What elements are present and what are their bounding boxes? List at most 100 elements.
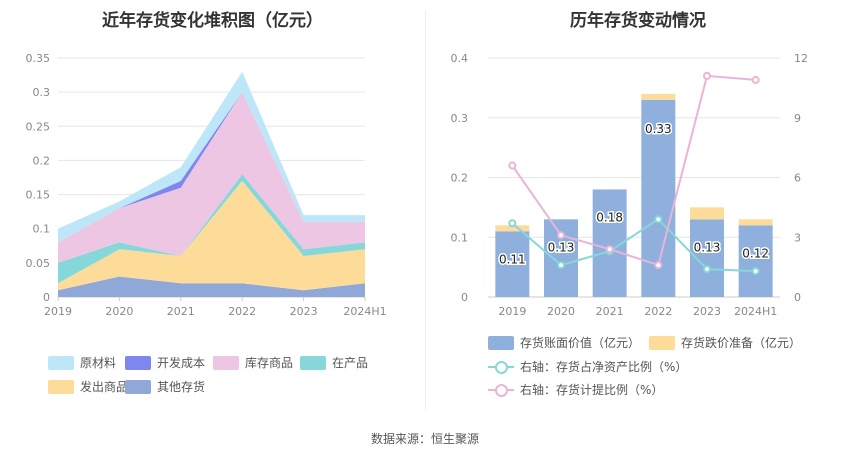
x-tick-label: 2023	[693, 305, 721, 318]
line-point	[654, 215, 663, 224]
y-tick-label: 0.25	[26, 120, 51, 133]
right-chart-legend: 存货账面价值（亿元） 存货跌价准备（亿元） 右轴：存货占净资产比例（%） 右轴：存货计…	[426, 334, 850, 404]
legend-swatch	[488, 360, 514, 374]
bar-impairment-reserve	[495, 225, 530, 232]
legend-item-发出商品[interactable]: 发出商品	[48, 378, 128, 395]
y-tick-label: 0.2	[33, 154, 51, 167]
bar-data-label: 0.12	[742, 246, 769, 260]
legend-item-其他存货[interactable]: 其他存货	[125, 378, 205, 395]
legend-item-存货账面价值（亿元）[interactable]: 存货账面价值（亿元）	[488, 334, 640, 351]
x-tick-label: 2024H1	[734, 305, 777, 318]
x-tick-label: 2022	[644, 305, 672, 318]
legend-item-开发成本[interactable]: 开发成本	[125, 354, 205, 371]
legend-label: 开发成本	[157, 356, 206, 370]
bar-impairment-reserve	[690, 207, 724, 220]
legend-label: 发出商品	[80, 380, 129, 394]
legend-item-右轴：存货计提比例（%）[interactable]: 右轴：存货计提比例（%）	[488, 381, 663, 398]
legend-label: 在产品	[332, 356, 369, 370]
line-point	[703, 265, 711, 274]
line-右轴：存货占净资产比例（%）	[511, 218, 756, 273]
y-tick-label: 0.35	[26, 52, 51, 65]
legend-swatch	[48, 355, 74, 370]
legend-item-在产品[interactable]: 在产品	[300, 354, 368, 371]
data-source-note: 数据来源：恒生聚源	[370, 432, 479, 446]
bar-line-combo-chart: 0 0.1 0.2 0.3 0.4 0 3 6 9 12 2019 2020 2021 2022 2023 2…	[451, 52, 809, 318]
left-y-tick-label: 0.4	[451, 52, 469, 65]
bar-impairment-reserve	[641, 93, 676, 100]
legend-swatch	[300, 355, 326, 370]
legend-label: 存货账面价值（亿元）	[520, 336, 641, 350]
area-原材料	[58, 71, 365, 243]
legend-swatch	[213, 355, 239, 370]
line-右轴：存货计提比例（%）	[511, 74, 756, 267]
bar-data-label: 0.33	[645, 122, 672, 136]
left-y-tick-label: 0	[461, 291, 468, 304]
panel-divider	[425, 10, 426, 410]
legend-item-库存商品[interactable]: 库存商品	[213, 354, 293, 371]
bar-inventory-value	[544, 219, 578, 297]
legend-label: 右轴：存货计提比例（%）	[520, 383, 664, 397]
y-tick-label: 0.05	[26, 257, 51, 270]
line-point	[751, 75, 760, 84]
bar-inventory-value	[738, 225, 773, 297]
right-y-tick-label: 12	[794, 52, 808, 65]
area-发出商品	[58, 180, 365, 291]
inventory-change-chart-panel: 历年存货变动情况 0 0.1 0.2 0.3 0.4 0 3 6 9 12 2019 2020 2021…	[426, 0, 850, 420]
bar-data-label: 0.13	[548, 240, 575, 254]
left-chart-title: 近年存货变化堆积图（亿元）	[102, 11, 323, 31]
legend-swatch	[125, 355, 151, 370]
legend-swatch	[125, 379, 151, 394]
x-tick-label: 2019	[44, 305, 72, 318]
bar-impairment-reserve	[738, 219, 773, 226]
line-point	[605, 245, 614, 254]
legend-swatch	[48, 379, 74, 394]
legend-swatch	[649, 335, 675, 350]
line-point	[703, 71, 711, 80]
y-tick-label: 0	[43, 291, 50, 304]
right-chart-title: 历年存货变动情况	[570, 11, 706, 31]
legend-item-原材料[interactable]: 原材料	[48, 354, 116, 371]
x-tick-label: 2022	[228, 305, 256, 318]
y-tick-label: 0.1	[33, 223, 51, 236]
x-tick-label: 2021	[596, 305, 624, 318]
bar-inventory-value	[495, 231, 530, 297]
legend-label: 库存商品	[245, 356, 294, 370]
line-point	[508, 219, 517, 228]
x-tick-label: 2019	[498, 305, 526, 318]
legend-swatch	[488, 335, 514, 350]
x-tick-label: 2020	[105, 305, 133, 318]
y-tick-label: 0.15	[26, 189, 51, 202]
line-point	[557, 261, 565, 270]
left-y-tick-label: 0.1	[451, 231, 469, 244]
stacked-area-chart-panel: 近年存货变化堆积图（亿元） 0 0.05 0.1 0.15 0.2 0.25 0.3 0.35…	[0, 0, 425, 420]
x-tick-label: 2021	[167, 305, 195, 318]
legend-label: 存货跌价准备（亿元）	[681, 336, 802, 350]
left-y-tick-label: 0.2	[451, 172, 469, 185]
x-tick-label: 2024H1	[343, 305, 386, 318]
bar-data-label: 0.18	[596, 210, 623, 224]
area-库存商品	[58, 92, 365, 263]
left-y-tick-label: 0.3	[451, 112, 469, 125]
legend-label: 其他存货	[157, 380, 206, 394]
line-point	[557, 231, 565, 240]
stacked-area-chart: 0 0.05 0.1 0.15 0.2 0.25 0.3 0.35 2019 2020 2021 20…	[26, 52, 387, 318]
area-其他存货	[58, 276, 365, 297]
legend-label: 右轴：存货占净资产比例（%）	[520, 360, 688, 374]
x-tick-label: 2023	[290, 305, 318, 318]
right-y-tick-label: 3	[794, 231, 801, 244]
right-y-tick-label: 9	[794, 112, 801, 125]
legend-item-右轴：存货占净资产比例（%）[interactable]: 右轴：存货占净资产比例（%）	[488, 358, 687, 375]
y-tick-label: 0.3	[33, 86, 51, 99]
line-point	[654, 261, 663, 270]
legend-item-存货跌价准备（亿元）[interactable]: 存货跌价准备（亿元）	[649, 334, 801, 351]
legend-swatch	[488, 383, 514, 397]
bar-data-label: 0.13	[694, 240, 721, 254]
left-chart-legend: 原材料 开发成本 库存商品 在产品发出商品 其他存货	[0, 354, 425, 404]
right-y-tick-label: 0	[794, 291, 801, 304]
right-y-tick-label: 6	[794, 172, 801, 185]
legend-label: 原材料	[80, 356, 117, 370]
line-point	[508, 161, 517, 170]
x-tick-label: 2020	[547, 305, 575, 318]
bar-data-label: 0.11	[499, 252, 526, 266]
line-point	[751, 267, 760, 276]
